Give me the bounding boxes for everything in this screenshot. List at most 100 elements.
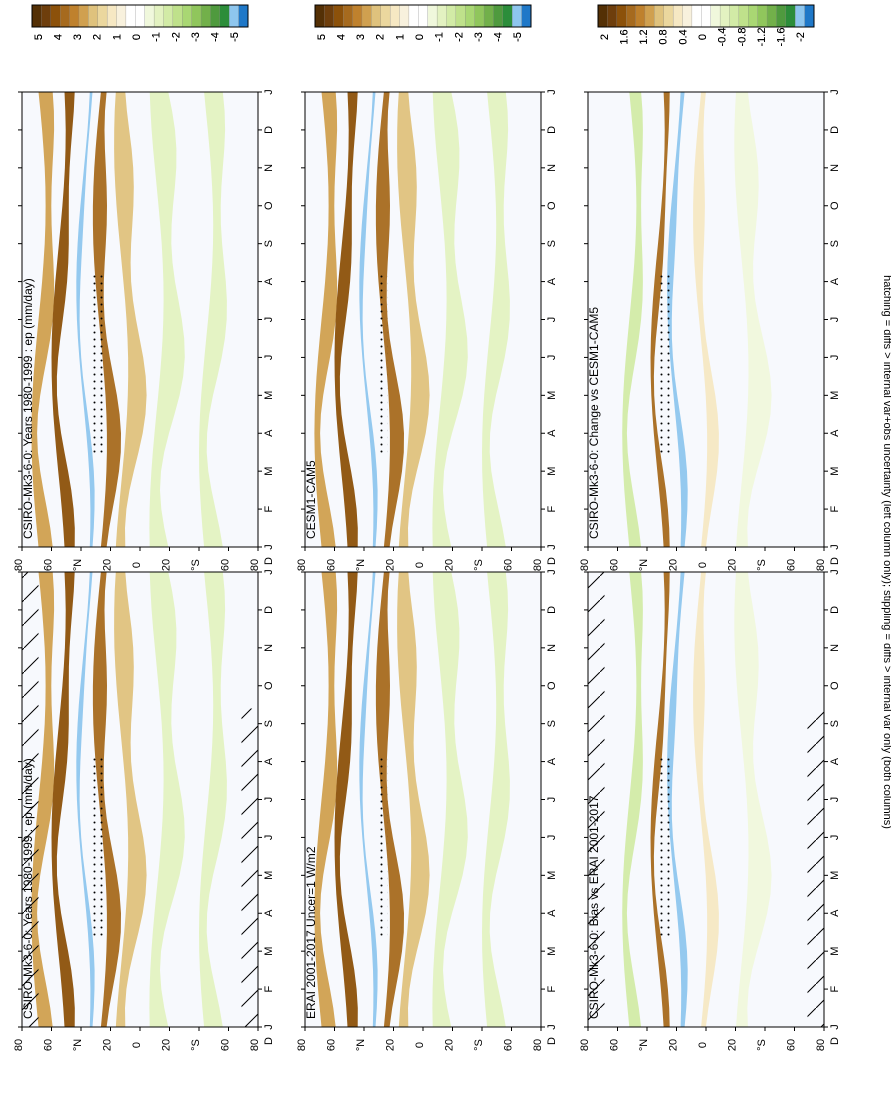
stippling-region (92, 274, 105, 456)
contour-band (359, 572, 378, 1027)
contour-band (199, 92, 227, 547)
colorbar-label: -3 (190, 32, 202, 42)
contour-band (482, 92, 510, 547)
lat-label: 80 (296, 559, 308, 571)
colorbar-label: -4 (210, 32, 222, 42)
colorbar-cell (465, 4, 476, 28)
figure-note: hatching = diffs > internal var+obs unce… (881, 275, 891, 829)
colorbar-label: 2 (375, 34, 387, 40)
colorbar-cell (455, 4, 466, 28)
colorbar-label: 0 (131, 34, 143, 40)
contour-band (51, 92, 75, 547)
lat-label: 0 (414, 562, 426, 568)
lat-label: °N (355, 1039, 367, 1051)
colorbar-cell (333, 4, 344, 28)
lat-label: 0 (697, 1042, 709, 1048)
month-label: D (829, 1037, 841, 1045)
lat-label: 60 (786, 559, 798, 571)
colorbar-frame (314, 4, 532, 28)
colorbar-label: -2 (170, 32, 182, 42)
contour-band (432, 92, 468, 547)
colorbar-cell (626, 4, 637, 28)
month-label: S (263, 720, 275, 727)
colorbar-label: 1.2 (638, 29, 650, 44)
panel-title: CSIRO-Mk3-6-0: Years 1980-1999 : ep (mm/… (21, 758, 35, 1019)
contour-band (375, 92, 404, 547)
colorbar-cell (785, 4, 796, 28)
stippling-region (658, 754, 671, 936)
colorbar-cell (380, 4, 391, 28)
colorbar-label: -1.6 (776, 28, 788, 47)
colorbar-cell (502, 4, 513, 28)
lat-label: °S (473, 559, 485, 571)
colorbar-cell (229, 4, 240, 28)
month-label: A (263, 277, 275, 285)
colorbar-label: -2 (453, 32, 465, 42)
colorbar-label: -5 (229, 32, 241, 42)
month-label: M (546, 467, 558, 476)
colorbar-label: -4 (493, 32, 505, 42)
colorbar-cell (31, 4, 42, 28)
contour-band (334, 92, 358, 547)
lat-label: °S (756, 1039, 768, 1051)
colorbar-cell (597, 4, 608, 28)
lat-label: 0 (131, 1042, 143, 1048)
contour-band (397, 92, 430, 547)
colorbar-cell (719, 4, 730, 28)
lat-label: 60 (43, 559, 55, 571)
month-label: D (546, 126, 558, 134)
colorbar-cell (106, 4, 117, 28)
month-label: F (263, 985, 275, 992)
month-label: J (829, 797, 841, 803)
lat-label: °S (473, 1039, 485, 1051)
colorbar-label: 0 (414, 34, 426, 40)
colorbar-cell (88, 4, 99, 28)
colorbar-cell (644, 4, 655, 28)
colorbar-label: 3 (355, 34, 367, 40)
month-label: O (829, 681, 841, 690)
stippling-region (375, 754, 388, 936)
month-label: J (263, 835, 275, 841)
contour-band (622, 92, 643, 547)
month-label: D (546, 606, 558, 614)
contour-band (31, 92, 55, 547)
contour-band (149, 92, 185, 547)
colorbar-cell (795, 4, 806, 28)
month-label: O (263, 681, 275, 690)
month-label: J (546, 317, 558, 323)
colorbar-label: -3 (473, 32, 485, 42)
lat-label: °S (190, 1039, 202, 1051)
lat-label: °N (638, 1039, 650, 1051)
contour-band (734, 92, 772, 547)
lat-label: 20 (385, 559, 397, 571)
hatching-region (22, 572, 39, 1027)
lat-label: 60 (220, 559, 232, 571)
month-label: S (546, 240, 558, 247)
colorbar-cell (748, 4, 759, 28)
lat-label: 80 (815, 559, 827, 571)
colorbar-cell (50, 4, 61, 28)
month-label: J (546, 89, 558, 95)
colorbar-frame (597, 4, 815, 28)
month-label: J (263, 1024, 275, 1030)
colorbar-cell (691, 4, 702, 28)
colorbar-label: -5 (512, 32, 524, 42)
contour-band (667, 92, 688, 547)
colorbar-cell (60, 4, 71, 28)
lat-label: 20 (161, 1039, 173, 1051)
colorbar-label: -1 (434, 32, 446, 42)
contour-band (76, 92, 95, 547)
colorbar-label: 4 (335, 34, 347, 40)
lat-label: 20 (444, 559, 456, 571)
colorbar-cell (153, 4, 164, 28)
lat-label: 20 (668, 559, 680, 571)
colorbar-cell (436, 4, 447, 28)
colorbar-cell (219, 4, 230, 28)
colorbar-cell (352, 4, 363, 28)
month-label: F (546, 505, 558, 512)
lat-label: °S (190, 559, 202, 571)
lat-label: 80 (579, 1039, 591, 1051)
colorbar-label: -1.2 (756, 28, 768, 47)
month-label: D (546, 1037, 558, 1045)
